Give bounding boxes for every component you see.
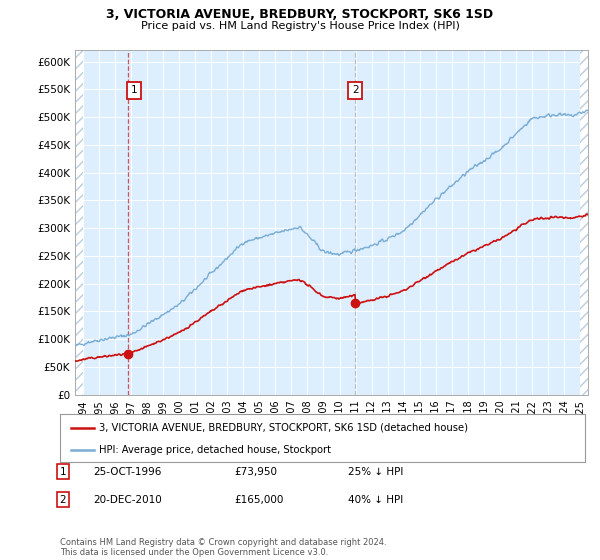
Text: 1: 1 <box>131 85 137 95</box>
Text: 3, VICTORIA AVENUE, BREDBURY, STOCKPORT, SK6 1SD: 3, VICTORIA AVENUE, BREDBURY, STOCKPORT,… <box>106 8 494 21</box>
Text: 1: 1 <box>59 466 67 477</box>
Text: HPI: Average price, detached house, Stockport: HPI: Average price, detached house, Stoc… <box>100 445 331 455</box>
Text: 40% ↓ HPI: 40% ↓ HPI <box>348 494 403 505</box>
Text: Price paid vs. HM Land Registry's House Price Index (HPI): Price paid vs. HM Land Registry's House … <box>140 21 460 31</box>
Text: 25-OCT-1996: 25-OCT-1996 <box>93 466 161 477</box>
Text: 2: 2 <box>352 85 358 95</box>
Text: 2: 2 <box>59 494 67 505</box>
Bar <box>580 50 588 395</box>
Text: £165,000: £165,000 <box>234 494 283 505</box>
Text: £73,950: £73,950 <box>234 466 277 477</box>
Text: 20-DEC-2010: 20-DEC-2010 <box>93 494 162 505</box>
Text: Contains HM Land Registry data © Crown copyright and database right 2024.
This d: Contains HM Land Registry data © Crown c… <box>60 538 386 557</box>
Text: 3, VICTORIA AVENUE, BREDBURY, STOCKPORT, SK6 1SD (detached house): 3, VICTORIA AVENUE, BREDBURY, STOCKPORT,… <box>100 423 469 433</box>
Bar <box>75 50 83 395</box>
Text: 25% ↓ HPI: 25% ↓ HPI <box>348 466 403 477</box>
